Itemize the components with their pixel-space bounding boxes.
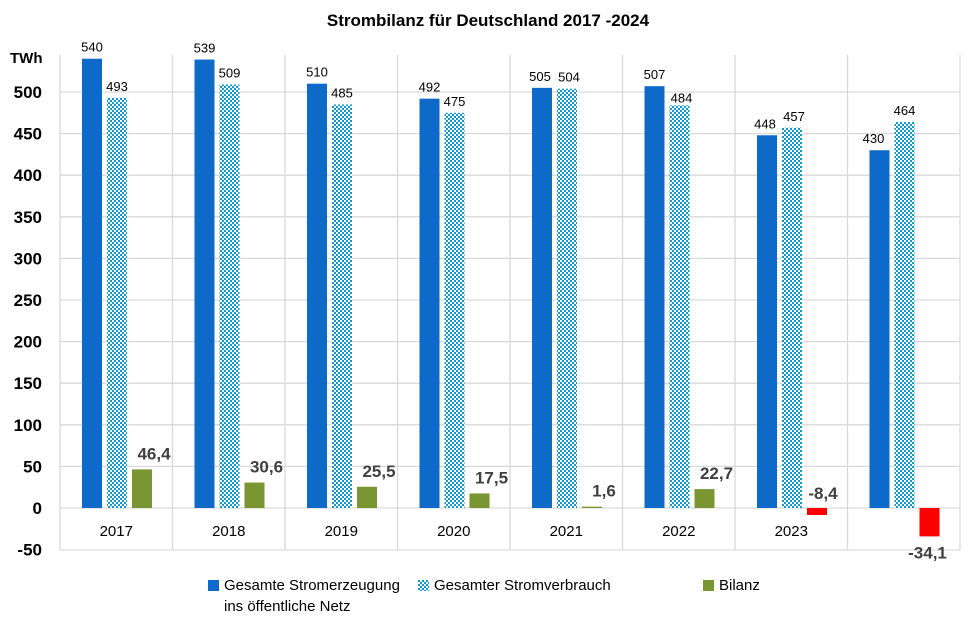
bar-consumption <box>444 112 465 509</box>
data-labels: 540 539 510 492 505 507 448 430 493 509 485 475 504 4… <box>81 40 947 563</box>
legend-item-balance[interactable]: Bilanz <box>703 575 760 596</box>
y-axis-ticks: -50 0 50 100 150 200 250 300 350 400 450 500 <box>14 83 42 560</box>
bar-generation <box>194 59 215 508</box>
legend-label-balance: Bilanz <box>719 577 760 594</box>
data-label-consumption: 457 <box>783 109 805 124</box>
data-label-generation: 539 <box>194 41 216 56</box>
bar-consumption <box>332 104 352 508</box>
bar-balance <box>807 508 827 515</box>
data-label-consumption: 485 <box>331 85 353 100</box>
x-tick-label: 2018 <box>212 523 245 540</box>
x-tick-label: 2021 <box>550 523 583 540</box>
x-tick-label: 2023 <box>775 523 808 540</box>
y-tick-label: 150 <box>14 374 42 393</box>
y-tick-label: 0 <box>33 499 42 518</box>
y-tick-label: 450 <box>14 125 42 144</box>
bar-consumption <box>782 127 802 508</box>
bar-consumption <box>219 84 240 509</box>
y-axis-unit-label: TWh <box>10 50 42 67</box>
legend-item-consumption[interactable]: Gesamter Stromverbrauch <box>418 575 611 596</box>
bar-generation <box>757 135 777 508</box>
y-tick-label: 200 <box>14 333 42 352</box>
y-tick-label: 50 <box>23 457 42 476</box>
bar-balance <box>919 508 940 537</box>
data-label-consumption: 475 <box>444 94 466 109</box>
x-tick-label: 2022 <box>662 523 695 540</box>
bar-consumption <box>107 97 127 508</box>
bar-consumption <box>669 105 690 508</box>
chart-title: Strombilanz für Deutschland 2017 -2024 <box>327 11 650 30</box>
y-tick-label: 350 <box>14 208 42 227</box>
bar-generation <box>307 83 327 509</box>
data-label-generation: 507 <box>644 67 666 82</box>
y-tick-label: 300 <box>14 249 42 268</box>
bar-consumption <box>894 121 915 509</box>
data-label-generation: 430 <box>863 131 885 146</box>
legend-label-consumption: Gesamter Stromverbrauch <box>434 577 611 594</box>
x-axis-ticks: 2017 2018 2019 2020 2021 2022 2023 <box>100 523 808 540</box>
bar-consumption <box>557 88 577 508</box>
bar-balance <box>132 469 152 508</box>
bar-balance <box>244 482 265 508</box>
y-tick-label: 500 <box>14 83 42 102</box>
data-label-balance: -8,4 <box>808 484 838 503</box>
data-label-generation: 448 <box>754 116 776 131</box>
x-tick-label: 2020 <box>437 523 470 540</box>
data-label-generation: 540 <box>81 40 103 55</box>
data-label-balance: 25,5 <box>362 462 395 481</box>
legend-swatch-generation <box>208 580 219 591</box>
legend-swatch-consumption <box>418 580 429 591</box>
data-label-balance: 46,4 <box>137 444 171 463</box>
y-tick-label: 400 <box>14 166 42 185</box>
legend: Gesamte Stromerzeugung ins öffentliche N… <box>0 575 976 625</box>
data-label-consumption: 509 <box>219 66 241 81</box>
data-label-generation: 505 <box>529 69 551 84</box>
legend-swatch-balance <box>703 580 714 591</box>
data-label-balance: 30,6 <box>250 458 283 477</box>
bar-generation <box>644 86 665 509</box>
bar-balance <box>582 506 602 508</box>
data-label-balance: 17,5 <box>475 468 508 487</box>
bars <box>82 58 940 537</box>
data-label-consumption: 504 <box>558 70 580 85</box>
data-label-consumption: 464 <box>894 103 916 118</box>
bar-generation <box>532 87 552 508</box>
data-label-consumption: 484 <box>671 90 693 105</box>
legend-item-generation[interactable]: Gesamte Stromerzeugung ins öffentliche N… <box>208 575 400 617</box>
y-tick-label: -50 <box>17 541 42 560</box>
data-label-consumption: 493 <box>106 79 128 94</box>
bar-generation <box>82 58 102 508</box>
bar-balance <box>469 493 490 508</box>
bar-balance <box>694 489 715 508</box>
bar-generation <box>419 98 440 508</box>
data-label-balance: 1,6 <box>592 482 616 501</box>
bar-generation <box>869 150 890 509</box>
legend-label-generation: Gesamte Stromerzeugung ins öffentliche N… <box>224 577 400 615</box>
data-label-generation: 492 <box>419 80 441 95</box>
y-tick-label: 250 <box>14 291 42 310</box>
data-label-balance: 22,7 <box>700 464 733 483</box>
data-label-generation: 510 <box>306 65 328 80</box>
x-tick-label: 2017 <box>100 523 133 540</box>
bar-balance <box>357 486 377 508</box>
data-label-balance: -34,1 <box>908 543 947 562</box>
y-tick-label: 100 <box>14 416 42 435</box>
x-tick-label: 2019 <box>325 523 358 540</box>
